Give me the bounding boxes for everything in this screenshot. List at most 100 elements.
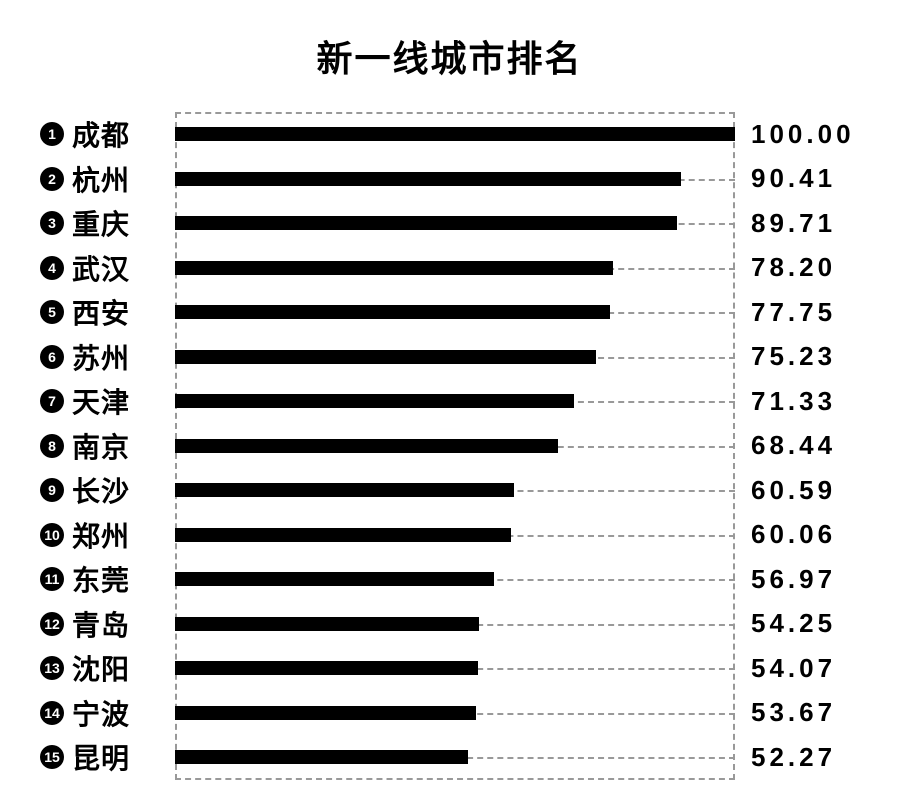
chart-title: 新一线城市排名 [40,30,859,82]
rank-badge: 4 [40,256,64,280]
bar [175,394,574,408]
table-row: 15昆明 52.27 [40,735,859,780]
bar-track [175,557,735,602]
bar [175,127,735,141]
bar-track [175,646,735,691]
bar [175,216,677,230]
city-name: 东莞 [72,559,130,599]
bar-track [175,379,735,424]
value-label: 60.06 [735,519,859,550]
bar-track [175,468,735,513]
rank-badge: 10 [40,523,64,547]
table-row: 3 重庆 89.71 [40,201,859,246]
table-row: 9 长沙 60.59 [40,468,859,513]
bar [175,572,494,586]
rank-badge: 13 [40,656,64,680]
rank-badge: 12 [40,612,64,636]
city-name: 宁波 [72,693,130,733]
bar [175,617,479,631]
value-label: 71.33 [735,386,859,417]
bar-track [175,735,735,780]
rank-label: 3 重庆 [40,203,175,243]
table-row: 2 杭州 90.41 [40,157,859,202]
rank-badge: 1 [40,122,64,146]
bar [175,439,558,453]
rank-badge: 9 [40,478,64,502]
city-name: 昆明 [72,737,130,777]
table-row: 10 郑州 60.06 [40,513,859,558]
value-label: 54.07 [735,653,859,684]
rank-label: 6 苏州 [40,337,175,377]
rank-badge: 7 [40,389,64,413]
table-row: 7 天津 71.33 [40,379,859,424]
rank-badge: 14 [40,701,64,725]
rank-label: 5 西安 [40,292,175,332]
rank-label: 13 沈阳 [40,648,175,688]
city-name: 郑州 [72,515,130,555]
rank-badge: 3 [40,211,64,235]
value-label: 54.25 [735,608,859,639]
value-label: 77.75 [735,297,859,328]
bar [175,750,468,764]
table-row: 1 成都 100.00 [40,112,859,157]
rank-badge: 5 [40,300,64,324]
bar [175,305,610,319]
bar [175,261,613,275]
rank-label: 12 青岛 [40,604,175,644]
rank-label: 7 天津 [40,381,175,421]
rank-badge: 11 [40,567,64,591]
table-row: 12 青岛 54.25 [40,602,859,647]
value-label: 78.20 [735,252,859,283]
city-name: 青岛 [72,604,130,644]
value-label: 90.41 [735,163,859,194]
bar-track [175,691,735,736]
rank-label: 14 宁波 [40,693,175,733]
rank-label: 1 成都 [40,114,175,154]
rank-badge: 8 [40,434,64,458]
bar-track [175,424,735,469]
value-label: 52.27 [735,742,859,773]
rank-label: 9 长沙 [40,470,175,510]
bar [175,350,596,364]
value-label: 75.23 [735,341,859,372]
city-name: 重庆 [72,203,130,243]
rank-label: 2 杭州 [40,159,175,199]
city-name: 天津 [72,381,130,421]
bar-track [175,201,735,246]
city-name: 苏州 [72,337,130,377]
table-row: 8 南京 68.44 [40,424,859,469]
value-label: 56.97 [735,564,859,595]
bar-track [175,246,735,291]
bar-track [175,157,735,202]
chart-wrapper: 新一线城市排名 1 成都 100.00 2 杭州 90.41 3 重庆 89.71 4 武汉 78.2… [0,0,899,800]
city-name: 南京 [72,426,130,466]
table-row: 4 武汉 78.20 [40,246,859,291]
city-name: 西安 [72,292,130,332]
city-name: 杭州 [72,159,130,199]
rank-label: 4 武汉 [40,248,175,288]
city-name: 成都 [72,114,130,154]
bar [175,661,478,675]
value-label: 53.67 [735,697,859,728]
city-name: 沈阳 [72,648,130,688]
bar-track [175,290,735,335]
city-name: 武汉 [72,248,130,288]
value-label: 89.71 [735,208,859,239]
table-row: 11 东莞 56.97 [40,557,859,602]
table-row: 5 西安 77.75 [40,290,859,335]
rank-label: 15昆明 [40,737,175,777]
rank-label: 10 郑州 [40,515,175,555]
rank-badge: 2 [40,167,64,191]
value-label: 60.59 [735,475,859,506]
city-name: 长沙 [72,470,130,510]
rank-badge: 6 [40,345,64,369]
bar [175,706,476,720]
rank-label: 11 东莞 [40,559,175,599]
bar-track [175,335,735,380]
value-label: 68.44 [735,430,859,461]
table-row: 13 沈阳 54.07 [40,646,859,691]
bar-track [175,513,735,558]
value-label: 100.00 [735,119,859,150]
table-row: 6 苏州 75.23 [40,335,859,380]
bar [175,483,514,497]
